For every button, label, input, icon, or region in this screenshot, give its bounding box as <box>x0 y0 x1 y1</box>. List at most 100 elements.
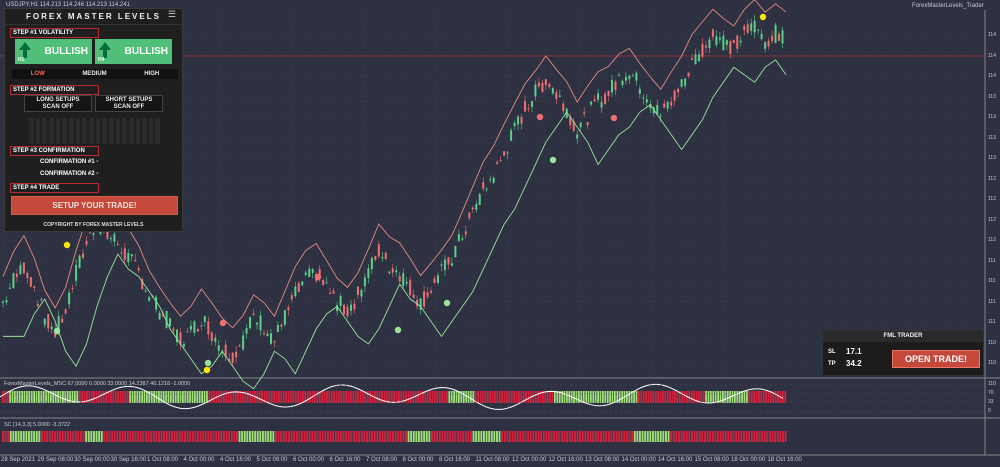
candle-body <box>276 325 279 332</box>
sc-histogram-bar <box>540 431 543 442</box>
sc-histogram-bar <box>147 431 150 442</box>
sc-histogram-bar <box>132 431 134 442</box>
candle-body <box>36 303 39 307</box>
sc-histogram-bar <box>405 431 407 442</box>
level-low[interactable]: LOW <box>30 71 45 77</box>
msc-histogram-bar <box>74 391 76 403</box>
msc-histogram-bar <box>712 391 715 403</box>
msc-histogram-bar <box>165 391 167 403</box>
sc-histogram-bar <box>12 431 15 442</box>
support-trail-line <box>3 59 787 390</box>
sc-histogram-bar <box>594 431 597 442</box>
open-trade-button[interactable]: OPEN TRADE! <box>892 350 980 368</box>
msc-histogram-bar <box>83 391 86 403</box>
sc-histogram-bar <box>25 431 28 442</box>
sc-histogram-bar <box>652 431 654 442</box>
level-high[interactable]: HIGH <box>144 71 160 77</box>
sc-histogram-bar <box>371 431 374 442</box>
candle-body <box>600 102 603 108</box>
msc-histogram-bar <box>6 391 9 403</box>
msc-histogram-bar <box>734 391 736 403</box>
msc-histogram-bar <box>618 391 621 403</box>
candle-body <box>510 130 513 141</box>
setup-trade-button[interactable]: SETUP YOUR TRADE! <box>11 196 178 215</box>
msc-histogram-bar <box>273 391 275 403</box>
msc-histogram-bar <box>537 391 539 403</box>
sc-histogram-bar <box>381 431 384 442</box>
candle-body <box>22 262 25 274</box>
level-medium[interactable]: MEDIUM <box>82 71 107 77</box>
sc-histogram-bar <box>467 431 470 442</box>
msc-histogram-bar <box>731 391 734 403</box>
msc-histogram-bar <box>287 391 290 403</box>
bullish-h1-button[interactable]: BULLISH H1 <box>15 39 92 64</box>
msc-histogram-bar <box>611 391 614 403</box>
sc-histogram-bar <box>662 431 665 442</box>
candle-body <box>607 91 610 96</box>
msc-histogram-bar <box>441 391 443 403</box>
sc-histogram-bar <box>20 431 23 442</box>
msc-histogram-bar <box>33 391 35 403</box>
hamburger-icon[interactable]: ☰ <box>167 9 176 19</box>
msc-histogram-bar <box>450 391 453 403</box>
msc-histogram-bar <box>597 391 599 403</box>
sc-histogram-bar <box>399 431 402 442</box>
candle-body <box>210 332 213 342</box>
candle-body <box>489 179 492 181</box>
msc-histogram-bar <box>702 391 705 403</box>
sc-histogram-bar <box>233 431 236 442</box>
msc-histogram-bar <box>318 391 321 403</box>
msc-histogram-bar <box>186 391 189 403</box>
sc-histogram-bar <box>236 431 238 442</box>
time-tick-label: 4 Oct 00:00 <box>183 457 215 463</box>
candle-body <box>235 351 238 358</box>
sc-histogram-bar <box>202 431 205 442</box>
candle-body <box>182 344 185 347</box>
sc-histogram-bar <box>706 431 709 442</box>
sc-histogram-bar <box>735 431 738 442</box>
msc-histogram-bar <box>465 391 467 403</box>
sl-label: SL <box>828 349 836 355</box>
candle-body <box>350 304 352 311</box>
msc-histogram-bar <box>700 391 703 403</box>
msc-histogram-bar <box>621 391 623 403</box>
time-tick-label: 13 Oct 08:00 <box>585 457 620 463</box>
sc-histogram-bar <box>243 431 246 442</box>
sc-histogram-bar <box>85 431 88 442</box>
sc-histogram-bar <box>171 431 173 442</box>
msc-histogram-bar <box>580 391 583 403</box>
sc-histogram-bar <box>332 431 335 442</box>
candle-body <box>583 112 586 114</box>
candle-body <box>614 81 617 91</box>
candle-body <box>311 269 314 273</box>
sc-histogram-bar <box>228 431 231 442</box>
msc-histogram-bar <box>630 391 633 403</box>
sc-histogram-bar <box>490 431 493 442</box>
sc-histogram-bar <box>189 431 192 442</box>
sc-histogram-bar <box>654 431 657 442</box>
msc-histogram-bar <box>244 391 247 403</box>
msc-histogram-bar <box>470 391 472 403</box>
sc-histogram-bar <box>451 431 454 442</box>
msc-histogram-bar <box>707 391 710 403</box>
msc-histogram-bar <box>746 391 748 403</box>
sc-histogram-bar <box>282 431 285 442</box>
msc-histogram-bar <box>2 391 4 403</box>
msc-histogram-bar <box>758 391 760 403</box>
long-setups-scan-button[interactable]: LONG SETUPS SCAN OFF <box>24 95 92 112</box>
short-setups-scan-button[interactable]: SHORT SETUPS SCAN OFF <box>95 95 163 112</box>
bullish-h4-button[interactable]: BULLISH H4 <box>95 39 172 64</box>
msc-histogram-bar <box>110 391 112 403</box>
sc-histogram-bar <box>28 431 30 442</box>
sc-histogram-bar <box>173 431 176 442</box>
msc-histogram-bar <box>532 391 535 403</box>
candle-body <box>269 333 272 344</box>
candle-body <box>684 78 687 86</box>
msc-histogram-bar <box>122 391 124 403</box>
msc-histogram-bar <box>126 391 129 403</box>
sc-histogram-bar <box>506 431 509 442</box>
msc-histogram-bar <box>354 391 357 403</box>
candle-body <box>457 234 460 242</box>
candle-body <box>381 256 384 259</box>
